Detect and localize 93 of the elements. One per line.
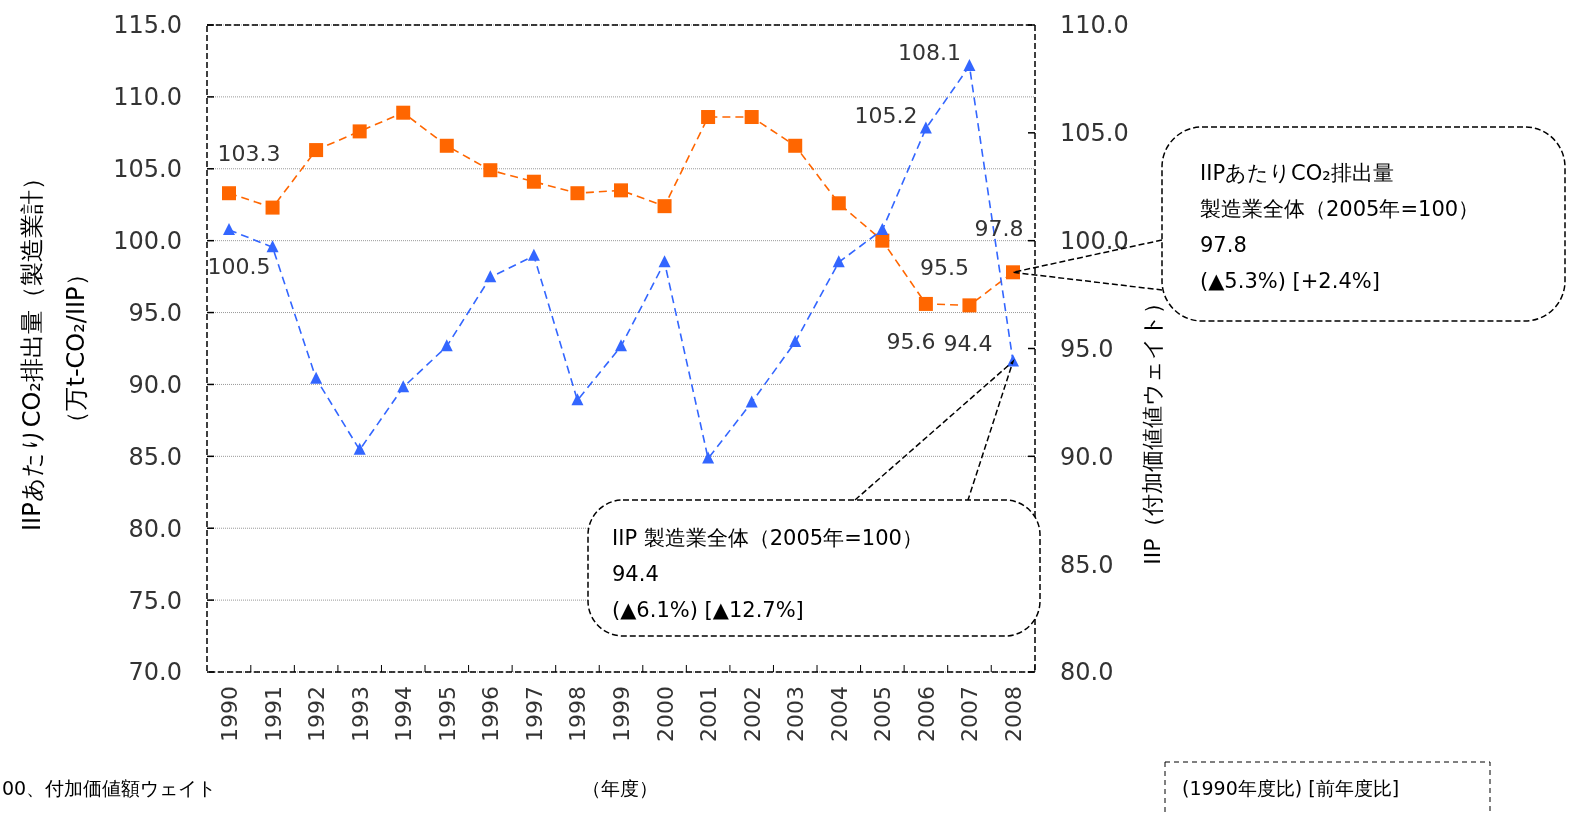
- data-label: 105.2: [854, 102, 918, 128]
- point: [614, 183, 628, 198]
- point: [657, 199, 672, 214]
- point: [484, 270, 497, 283]
- annotation: (▲6.1%) [▲12.7%]: [612, 598, 804, 622]
- point: [353, 442, 366, 455]
- point: [962, 298, 977, 313]
- point: [832, 255, 845, 268]
- y-tick-label: 100.0: [113, 227, 182, 256]
- point: [831, 196, 846, 211]
- x-tick-label: 2000: [652, 686, 678, 742]
- point: [745, 395, 758, 408]
- text: 97.8: [1200, 233, 1247, 257]
- x-tick-label: 1997: [521, 686, 547, 742]
- point: [789, 335, 802, 348]
- point: [440, 339, 453, 352]
- point: [744, 110, 759, 125]
- point: [396, 105, 411, 120]
- point: [1006, 265, 1020, 280]
- point: [222, 186, 236, 201]
- x-tick-label: 2004: [826, 686, 852, 742]
- y-tick-label: 85.0: [128, 442, 182, 471]
- data-label: 95.5: [919, 255, 969, 281]
- x-tick-label: 2001: [696, 686, 722, 742]
- y-tick-label: 105.0: [113, 155, 182, 184]
- point: [701, 110, 716, 125]
- x-tick-label: 1999: [609, 686, 634, 742]
- x-tick-label: 2002: [739, 686, 765, 742]
- point: [439, 138, 454, 153]
- x-tick-label: 1992: [304, 686, 330, 742]
- data-label: 108.1: [897, 39, 961, 65]
- text: 00、付加価値額ウェイト: [2, 777, 217, 799]
- y2-tick-label: 100.0: [1060, 227, 1129, 256]
- x-tick-label: 2007: [957, 686, 983, 742]
- point: [310, 371, 323, 384]
- annotation: IIP 製造業全体（2005年=100）: [612, 526, 923, 550]
- point: [397, 380, 410, 393]
- y-tick-label: 70.0: [128, 658, 182, 687]
- y2-tick-label: 105.0: [1060, 119, 1129, 148]
- point: [876, 222, 889, 235]
- data-label: 100.5: [207, 253, 271, 279]
- point: [963, 58, 976, 71]
- point: [571, 393, 584, 406]
- point: [615, 339, 627, 352]
- point: [658, 255, 671, 268]
- x-tick-label: 1995: [434, 686, 460, 742]
- x-axis-title: （年度）: [582, 777, 658, 799]
- point: [223, 222, 235, 235]
- y-tick-label: 115.0: [113, 11, 182, 40]
- x-tick-label: 2005: [870, 686, 896, 742]
- x-tick-label: 1994: [391, 686, 417, 742]
- y-tick-label: 110.0: [113, 83, 182, 112]
- point: [352, 124, 367, 139]
- y-tick-label: 80.0: [128, 514, 182, 543]
- data-label: 97.8: [974, 216, 1024, 242]
- point: [702, 451, 715, 464]
- point: [788, 138, 803, 153]
- point: [570, 186, 585, 201]
- data-label: 103.3: [217, 141, 281, 167]
- x-tick-label: 1996: [478, 686, 504, 742]
- point: [527, 248, 540, 261]
- annotation: 94.4: [612, 562, 659, 586]
- text: 製造業全体（2005年=100）: [1200, 197, 1480, 221]
- x-tick-label: 1998: [565, 686, 591, 742]
- point: [526, 174, 541, 189]
- y2-tick-label: 110.0: [1060, 11, 1129, 40]
- y-tick-label: 75.0: [128, 586, 182, 615]
- y-tick-label: 95.0: [128, 298, 182, 327]
- point: [918, 296, 933, 311]
- x-tick-label: 2008: [1001, 686, 1026, 742]
- text: (▲5.3%) [+2.4%]: [1200, 269, 1380, 293]
- point: [919, 121, 932, 134]
- point: [309, 143, 324, 158]
- point: [266, 240, 279, 253]
- y2-tick-label: 90.0: [1060, 442, 1114, 471]
- point: [875, 233, 890, 248]
- text: (1990年度比) [前年度比]: [1182, 777, 1400, 799]
- x-tick-label: 1993: [347, 686, 373, 742]
- point: [265, 200, 280, 215]
- y-axis-title: IIPあたりCO₂排出量（製造業計）（万t-CO₂/IIP）: [18, 166, 90, 531]
- x-tick-label: 1990: [217, 686, 242, 742]
- y2-tick-label: 85.0: [1060, 550, 1114, 579]
- y-tick-label: 90.0: [128, 370, 182, 399]
- y2-tick-label: 80.0: [1060, 658, 1114, 687]
- text: IIPあたりCO₂排出量: [1200, 161, 1394, 185]
- x-tick-label: 1991: [260, 686, 286, 742]
- data-label: 95.6: [886, 328, 936, 354]
- x-tick-label: 2003: [783, 686, 809, 742]
- point: [483, 163, 498, 178]
- data-label: 94.4: [943, 331, 993, 357]
- x-tick-label: 2006: [913, 686, 939, 742]
- y2-tick-label: 95.0: [1060, 334, 1114, 363]
- y2-axis-title: IIP（付加価値値ウェイト）: [1140, 292, 1165, 565]
